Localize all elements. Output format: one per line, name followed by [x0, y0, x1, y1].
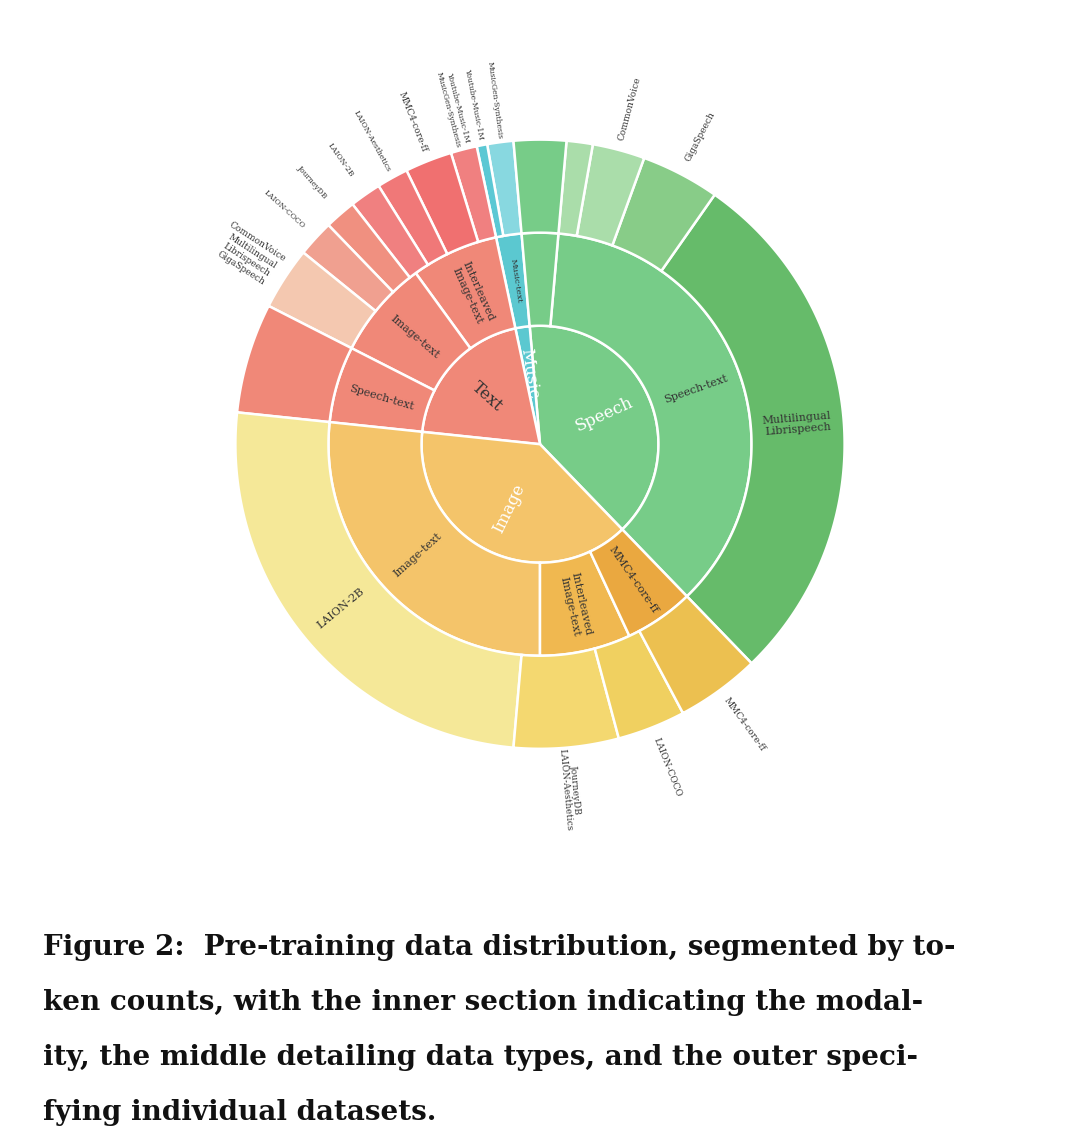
- Polygon shape: [351, 273, 471, 391]
- Polygon shape: [595, 631, 683, 738]
- Text: Figure 2:  Pre-training data distribution, segmented by to-: Figure 2: Pre-training data distribution…: [43, 934, 956, 960]
- Text: Speech-text: Speech-text: [349, 383, 415, 411]
- Polygon shape: [269, 253, 376, 349]
- Text: CommonVoice: CommonVoice: [617, 76, 643, 142]
- Text: Image: Image: [489, 481, 528, 535]
- Polygon shape: [379, 171, 447, 265]
- Polygon shape: [487, 141, 522, 236]
- Text: LAION-COCO: LAION-COCO: [262, 189, 307, 230]
- Text: Youtube-Music-1M: Youtube-Music-1M: [463, 67, 485, 140]
- Polygon shape: [551, 233, 752, 597]
- Text: LAION-2B: LAION-2B: [315, 587, 366, 631]
- Text: ken counts, with the inner section indicating the modal-: ken counts, with the inner section indic…: [43, 989, 923, 1016]
- Polygon shape: [639, 597, 752, 713]
- Polygon shape: [238, 306, 351, 423]
- Polygon shape: [416, 237, 515, 349]
- Text: CommonVoice
Multilingual
Librispeech
GigaSpeech: CommonVoice Multilingual Librispeech Gig…: [211, 221, 287, 290]
- Text: Speech-text: Speech-text: [662, 374, 729, 405]
- Polygon shape: [661, 195, 845, 663]
- Polygon shape: [515, 326, 540, 444]
- Text: Image-text: Image-text: [391, 531, 443, 579]
- Polygon shape: [513, 140, 567, 233]
- Text: Interleaved
Image-text: Interleaved Image-text: [558, 572, 593, 639]
- Polygon shape: [496, 233, 529, 328]
- Polygon shape: [329, 349, 434, 432]
- Text: Speech: Speech: [573, 394, 636, 435]
- Polygon shape: [522, 232, 558, 326]
- Polygon shape: [303, 226, 393, 311]
- Text: fying individual datasets.: fying individual datasets.: [43, 1099, 436, 1126]
- Text: JourneyDB
LAION-Aesthetics: JourneyDB LAION-Aesthetics: [557, 748, 583, 831]
- Polygon shape: [577, 145, 644, 245]
- Text: MusicGen-Synthesis: MusicGen-Synthesis: [486, 62, 503, 139]
- Text: Interleaved
Image-text: Interleaved Image-text: [450, 260, 496, 327]
- Text: Text: Text: [469, 378, 507, 415]
- Polygon shape: [451, 146, 496, 241]
- Polygon shape: [612, 158, 715, 271]
- Text: LAION-COCO: LAION-COCO: [651, 736, 683, 798]
- Text: LAION-2B: LAION-2B: [326, 141, 355, 179]
- Text: Youtube-Music-1M
MusicGen-Synthesis: Youtube-Music-1M MusicGen-Synthesis: [435, 68, 471, 148]
- Polygon shape: [540, 551, 630, 656]
- Polygon shape: [558, 141, 593, 236]
- Polygon shape: [590, 530, 687, 636]
- Text: JourneyDB: JourneyDB: [296, 164, 329, 200]
- Polygon shape: [529, 326, 659, 530]
- Polygon shape: [328, 423, 540, 656]
- Polygon shape: [422, 328, 540, 444]
- Polygon shape: [352, 186, 428, 278]
- Text: Music: Music: [517, 347, 542, 400]
- Text: MMC4-core-ff: MMC4-core-ff: [397, 90, 429, 153]
- Text: Image-text: Image-text: [388, 313, 441, 361]
- Text: GigaSpeech: GigaSpeech: [684, 110, 717, 163]
- Text: MMC4-core-ff: MMC4-core-ff: [607, 544, 660, 615]
- Text: Music-text: Music-text: [509, 259, 523, 304]
- Polygon shape: [406, 153, 478, 254]
- Polygon shape: [476, 145, 503, 237]
- Polygon shape: [421, 432, 622, 563]
- Text: Multilingual
Librispeech: Multilingual Librispeech: [762, 410, 833, 437]
- Text: LAION-Aesthetics: LAION-Aesthetics: [352, 108, 392, 173]
- Text: MMC4-core-ff: MMC4-core-ff: [721, 696, 767, 753]
- Text: ity, the middle detailing data types, and the outer speci-: ity, the middle detailing data types, an…: [43, 1043, 918, 1071]
- Polygon shape: [328, 204, 409, 292]
- Polygon shape: [513, 648, 619, 748]
- Polygon shape: [235, 412, 522, 747]
